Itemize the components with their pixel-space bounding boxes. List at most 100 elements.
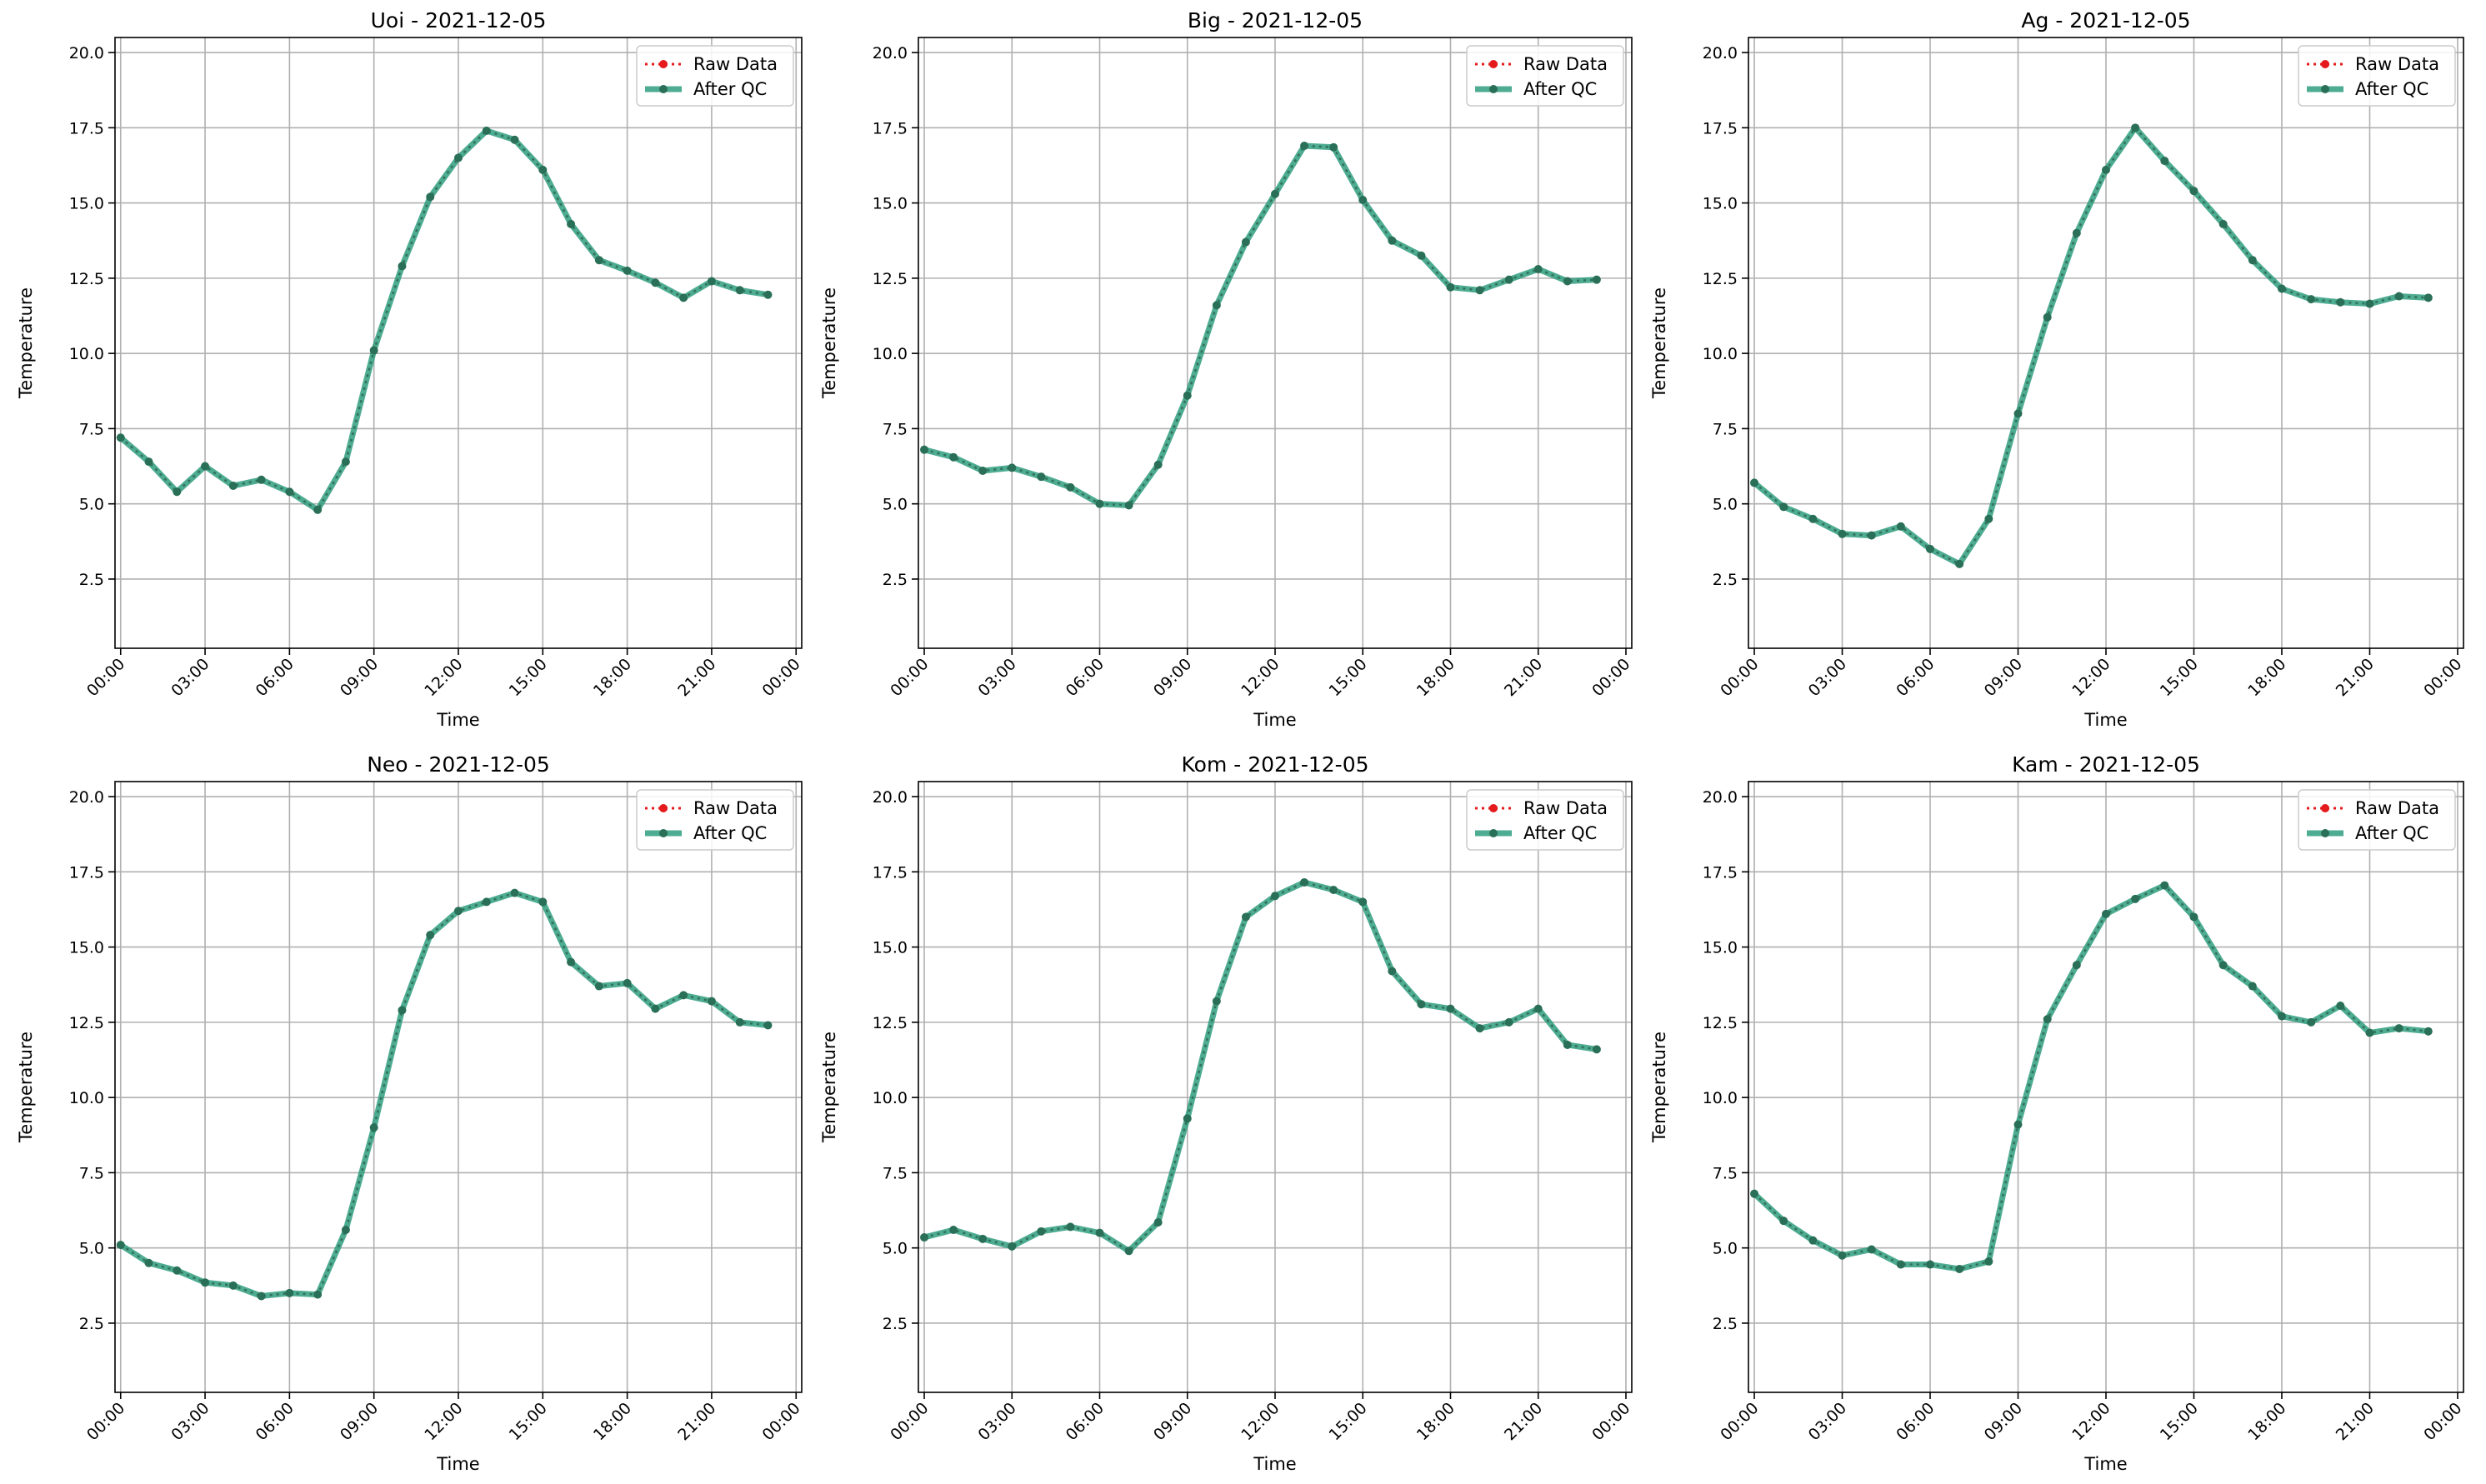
raw-data-line <box>119 892 768 1297</box>
after-qc-point <box>2131 894 2140 903</box>
x-tick-label: 15:00 <box>1325 1399 1370 1444</box>
y-tick-label: 12.5 <box>69 1014 104 1032</box>
y-axis-label: Temperature <box>1649 287 1669 399</box>
y-tick-label: 7.5 <box>1713 420 1738 438</box>
y-tick-label: 7.5 <box>79 1164 104 1182</box>
y-tick-label: 17.5 <box>873 863 908 882</box>
after-qc-point <box>1095 499 1104 508</box>
after-qc-point <box>1750 478 1759 487</box>
after-qc-point <box>978 1234 988 1243</box>
y-tick-label: 10.0 <box>1703 1089 1738 1107</box>
subplot-5: Kom - 2021-12-05 2.5 5.0 7.5 10.0 12.5 15.0 17.… <box>819 752 1634 1474</box>
after-qc-point <box>2043 1015 2052 1024</box>
after-qc-point <box>949 452 958 462</box>
y-tick-label: 12.5 <box>1703 1014 1738 1032</box>
after-qc-point <box>1504 1017 1513 1027</box>
x-tick-label: 00:00 <box>1588 655 1633 700</box>
legend-raw-marker <box>2321 804 2329 812</box>
after-qc-point <box>1417 1000 1426 1009</box>
after-qc-point <box>920 1233 929 1242</box>
x-tick-label: 21:00 <box>674 655 719 700</box>
after-qc-point <box>313 505 323 514</box>
raw-data-line <box>119 129 768 512</box>
after-qc-line <box>1752 124 2428 567</box>
y-tick-label: 10.0 <box>69 1089 104 1107</box>
x-tick-label: 18:00 <box>1413 1399 1458 1444</box>
y-tick-label: 15.0 <box>69 939 104 957</box>
subplot-3: Ag - 2021-12-05 2.5 5.0 7.5 10.0 12.5 15.0 17.5… <box>1649 8 2466 730</box>
after-qc-point <box>1212 997 1221 1006</box>
after-qc-point <box>1271 892 1279 901</box>
legend-qc-marker <box>659 829 668 837</box>
y-tick-label: 15.0 <box>1703 195 1738 213</box>
x-tick-label: 03:00 <box>975 1399 1020 1444</box>
after-qc-point <box>735 1017 744 1027</box>
x-tick-label: 06:00 <box>1893 655 1938 700</box>
after-qc-point <box>1867 1245 1876 1254</box>
y-tick-label: 7.5 <box>79 420 104 438</box>
after-qc-point <box>594 982 603 991</box>
after-qc-point <box>201 1278 210 1287</box>
plot-frame <box>918 37 1633 649</box>
after-qc-point <box>2365 299 2374 308</box>
x-tick-label: 09:00 <box>337 655 382 700</box>
after-qc-point <box>651 278 660 287</box>
after-qc-point <box>1212 301 1221 310</box>
legend-raw-label: Raw Data <box>2355 798 2439 818</box>
y-axis-label: Temperature <box>16 1032 36 1143</box>
after-qc-point <box>2248 256 2257 265</box>
x-axis-label: Time <box>2083 1454 2127 1474</box>
raw-data-line <box>1753 125 2428 566</box>
legend: Raw Data After QC <box>636 45 794 107</box>
y-tick-label: 10.0 <box>1703 345 1738 363</box>
x-tick-label: 15:00 <box>506 655 551 700</box>
legend-raw-label: Raw Data <box>1523 798 1608 818</box>
chart-title: Big - 2021-12-05 <box>1188 8 1363 32</box>
plot-frame <box>114 37 803 649</box>
after-qc-point <box>1750 1189 1759 1198</box>
after-qc-point <box>763 1021 773 1030</box>
x-tick-label: 03:00 <box>1805 655 1850 700</box>
after-qc-line-overlay <box>1753 884 2428 1270</box>
after-qc-point <box>1124 501 1133 510</box>
after-qc-point <box>1241 912 1250 922</box>
y-tick-label: 5.0 <box>883 496 908 514</box>
after-qc-line-overlay <box>923 144 1597 507</box>
after-qc-point <box>538 165 548 174</box>
after-qc-point <box>285 1288 294 1297</box>
after-qc-point <box>1475 1024 1484 1033</box>
y-tick-label: 20.0 <box>873 788 908 807</box>
after-qc-point <box>2218 961 2228 970</box>
x-tick-label: 00:00 <box>758 655 803 700</box>
legend-raw-marker <box>659 804 668 812</box>
plot-frame <box>1748 781 2464 1393</box>
legend-raw-marker <box>1489 804 1498 812</box>
after-qc-point <box>1592 1045 1601 1054</box>
x-tick-label: 18:00 <box>590 655 635 700</box>
plot-frame <box>1748 37 2464 649</box>
legend-qc-label: After QC <box>1523 823 1597 843</box>
after-qc-point <box>1446 282 1455 292</box>
x-tick-label: 03:00 <box>168 655 213 700</box>
x-tick-label: 09:00 <box>337 1399 382 1444</box>
x-tick-label: 12:00 <box>421 1399 466 1444</box>
after-qc-point <box>1779 502 1788 512</box>
after-qc-point <box>2189 187 2198 196</box>
after-qc-line <box>118 890 768 1299</box>
after-qc-point <box>2013 409 2023 418</box>
x-tick-label: 09:00 <box>1981 1399 2026 1444</box>
x-tick-label: 06:00 <box>1063 1399 1108 1444</box>
y-tick-label: 15.0 <box>1703 939 1738 957</box>
after-qc-point <box>2131 123 2140 132</box>
legend-qc-marker <box>2321 85 2329 93</box>
chart-title: Kam - 2021-12-05 <box>2012 752 2200 777</box>
x-tick-label: 12:00 <box>1238 1399 1283 1444</box>
x-tick-label: 00:00 <box>2420 655 2465 700</box>
x-tick-label: 03:00 <box>975 655 1020 700</box>
after-qc-line <box>923 142 1598 508</box>
legend: Raw Data After QC <box>2298 789 2456 851</box>
after-qc-point <box>2277 284 2286 293</box>
after-qc-line <box>923 879 1598 1254</box>
y-axis-label: Temperature <box>819 1032 839 1143</box>
